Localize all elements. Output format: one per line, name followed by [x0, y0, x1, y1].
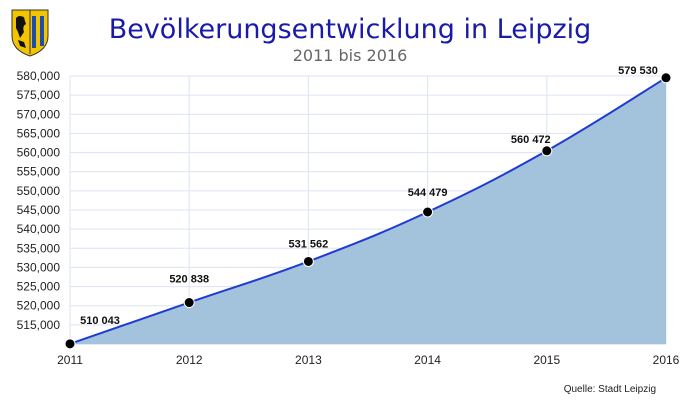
data-labels: 510 043 520 838 531 562 544 479 560 472 579 5… — [80, 65, 658, 327]
y-tick-label: 570,000 — [17, 107, 61, 121]
y-tick-label: 555,000 — [17, 165, 61, 179]
data-point — [302, 255, 314, 267]
chart-title: Bevölkerungsentwicklung in Leipzig — [109, 14, 592, 45]
data-label: 579 530 — [618, 65, 658, 77]
y-tick-label: 520,000 — [17, 299, 61, 313]
y-tick-label: 560,000 — [17, 146, 61, 160]
x-tick-label: 2014 — [414, 353, 441, 367]
data-point — [183, 297, 195, 309]
x-tick-label: 2015 — [533, 353, 560, 367]
y-tick-label: 565,000 — [17, 126, 61, 140]
x-axis-ticks: 2011 2012 2013 2014 2015 2016 — [57, 353, 680, 367]
x-tick-label: 2016 — [653, 353, 680, 367]
y-tick-label: 525,000 — [17, 280, 61, 294]
y-tick-label: 550,000 — [17, 184, 61, 198]
source-note: Quelle: Stadt Leipzig — [564, 384, 656, 395]
data-label: 531 562 — [289, 238, 329, 250]
data-label: 510 043 — [80, 315, 120, 327]
y-tick-label: 545,000 — [17, 203, 61, 217]
chart-subtitle: 2011 bis 2016 — [293, 46, 408, 65]
data-point — [422, 206, 434, 218]
y-tick-label: 515,000 — [17, 318, 61, 332]
area-layer — [69, 76, 667, 345]
population-area — [70, 77, 666, 344]
data-point — [64, 338, 76, 350]
y-axis-ticks: 515,000 520,000 525,000 530,000 535,000 540,0… — [17, 69, 61, 332]
y-tick-label: 530,000 — [17, 260, 61, 274]
leipzig-coat-of-arms-icon — [11, 9, 49, 57]
data-markers — [64, 72, 672, 350]
data-point — [541, 145, 553, 157]
y-tick-label: 580,000 — [17, 69, 61, 83]
y-tick-label: 535,000 — [17, 241, 61, 255]
data-point — [660, 72, 672, 84]
data-label: 520 838 — [169, 274, 209, 286]
population-line — [69, 76, 667, 345]
data-label: 544 479 — [408, 187, 448, 199]
x-tick-label: 2013 — [295, 353, 322, 367]
y-tick-label: 575,000 — [17, 88, 61, 102]
data-label: 560 472 — [511, 134, 551, 146]
x-tick-label: 2012 — [176, 353, 203, 367]
y-tick-label: 540,000 — [17, 222, 61, 236]
x-tick-label: 2011 — [57, 353, 83, 367]
